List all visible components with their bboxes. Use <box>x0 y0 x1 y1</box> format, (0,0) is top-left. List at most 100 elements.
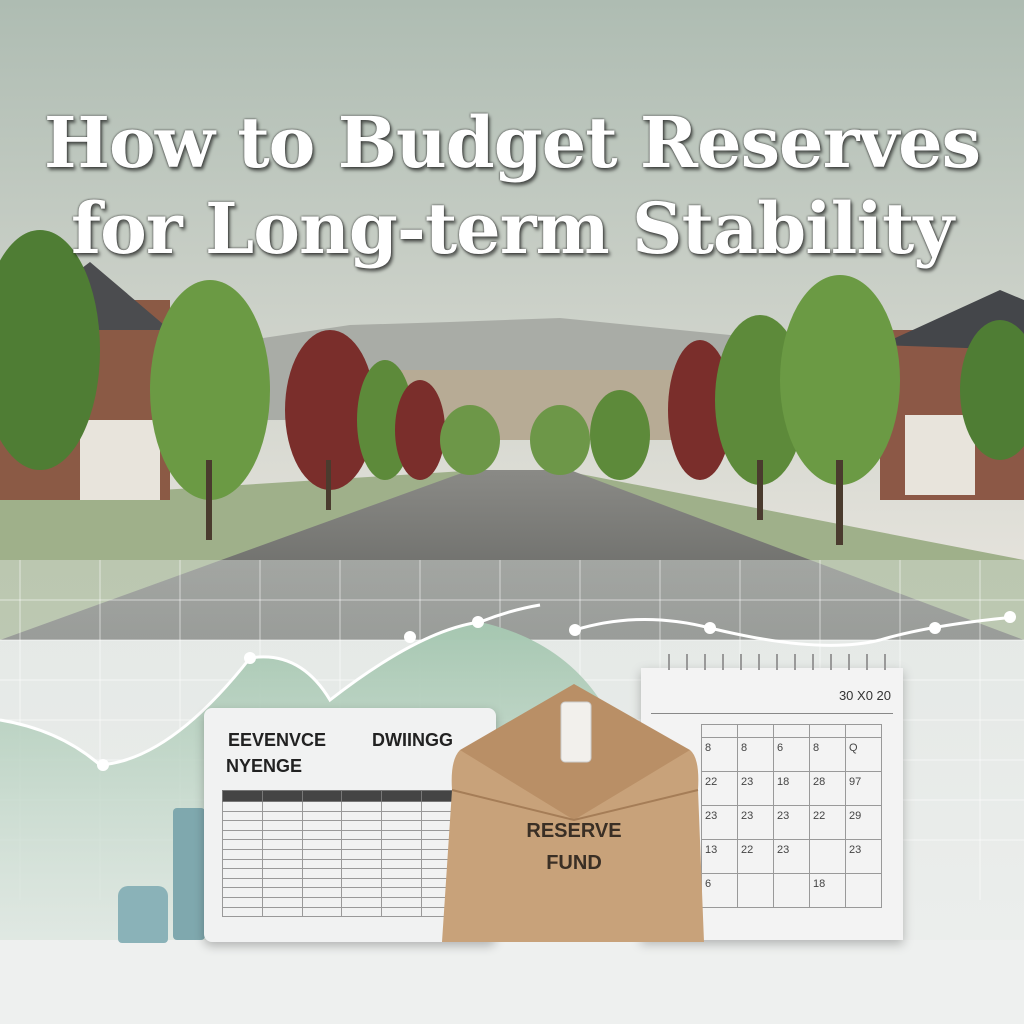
budget-table-cell <box>222 848 263 860</box>
calendar-day-cell: 18 <box>809 873 846 908</box>
budget-table-cell <box>261 868 303 879</box>
budget-table-cell <box>222 829 263 841</box>
budget-table-cell <box>222 896 263 908</box>
calendar-day-cell: 23 <box>845 839 882 874</box>
budget-table-cell <box>381 887 423 898</box>
budget-table-cell <box>222 877 263 889</box>
budget-table-cell <box>261 820 303 831</box>
budget-table-cell <box>301 906 343 918</box>
budget-table-cell <box>261 906 303 918</box>
budget-table-cell <box>381 801 423 812</box>
calendar-day-cell <box>773 873 810 908</box>
budget-table-cell <box>381 790 423 802</box>
budget-table-cell <box>381 848 423 860</box>
envelope-shape <box>442 684 704 942</box>
calendar-day-cell: 6 <box>773 737 810 772</box>
budget-table-cell <box>301 810 343 822</box>
calendar-day-cell: 23 <box>737 805 774 840</box>
title-line-1: How to Budget Reserves <box>43 101 981 184</box>
reserve-fund-envelope: RESERVE FUND <box>440 680 708 946</box>
trees <box>0 230 1024 545</box>
budget-table-cell <box>381 839 423 850</box>
budget-table-cell <box>261 848 303 860</box>
calendar-day-cell <box>737 873 774 908</box>
budget-table-cell <box>381 820 423 831</box>
budget-table-cell <box>261 829 303 841</box>
budget-table-cell <box>301 848 343 860</box>
budget-table-cell <box>381 877 423 889</box>
budget-sheet-card: EEVENVCE DWIINGG NYENGE <box>204 708 496 942</box>
budget-table-cell <box>222 801 263 812</box>
budget-table-cell <box>301 839 343 850</box>
budget-table-cell <box>261 790 303 802</box>
budget-table-cell <box>261 801 303 812</box>
budget-table-cell <box>341 877 383 889</box>
budget-table-cell <box>341 858 383 870</box>
budget-table-cell <box>222 906 263 918</box>
budget-table-cell <box>301 858 343 870</box>
budget-table-cell <box>341 906 383 918</box>
calendar-day-cell: 18 <box>773 771 810 806</box>
calendar-year: 30 X0 20 <box>838 688 891 703</box>
envelope-label-reserve: RESERVE <box>526 820 622 842</box>
budget-table-cell <box>261 858 303 870</box>
calendar-day-cell: 23 <box>773 805 810 840</box>
budget-table-cell <box>301 868 343 879</box>
budget-table-cell <box>301 896 343 908</box>
budget-table-cell <box>341 839 383 850</box>
budget-table-cell <box>341 887 383 898</box>
budget-table-cell <box>381 810 423 822</box>
budget-table-cell <box>222 887 263 898</box>
budget-table-cell <box>222 820 263 831</box>
budget-table-cell <box>261 877 303 889</box>
budget-table-cell <box>301 829 343 841</box>
budget-table-cell <box>341 810 383 822</box>
budget-table-cell <box>341 790 383 802</box>
calendar-day-cell: 23 <box>773 839 810 874</box>
budget-table-cell <box>381 829 423 841</box>
budget-table-cell <box>341 896 383 908</box>
page-title: How to Budget Reserves for Long-term Stab… <box>0 100 1024 272</box>
calendar-day-cell: 23 <box>737 771 774 806</box>
card-heading-right: DWIINGG <box>372 730 453 750</box>
budget-table-cell <box>301 820 343 831</box>
table-surface <box>0 940 1024 1024</box>
budget-table-cell <box>341 868 383 879</box>
budget-table-cell <box>341 820 383 831</box>
envelope-label-fund: FUND <box>546 852 602 874</box>
budget-table-cell <box>301 790 343 802</box>
budget-table-cell <box>261 839 303 850</box>
budget-table-cell <box>222 868 263 879</box>
budget-table-cell <box>301 887 343 898</box>
spiral-binding-icon <box>668 654 886 670</box>
budget-table-cell <box>222 839 263 850</box>
calendar-day-cell: 8 <box>809 737 846 772</box>
budget-table-cell <box>381 906 423 918</box>
budget-table-cell <box>222 810 263 822</box>
cylinder-short <box>118 886 168 943</box>
budget-table-cell <box>222 858 263 870</box>
calendar-day-cell <box>809 839 846 874</box>
budget-table-cell <box>341 848 383 860</box>
calendar-day-cell: 22 <box>809 805 846 840</box>
budget-table-cell <box>222 790 263 802</box>
calendar-day-cell: 28 <box>809 771 846 806</box>
calendar-day-cell: 8 <box>737 737 774 772</box>
calendar-day-cell: 22 <box>701 771 738 806</box>
card-subheading: NYENGE <box>226 756 303 776</box>
calendar-day-cell: 22 <box>737 839 774 874</box>
card-heading-left: EEVENVCE <box>228 730 327 750</box>
calendar-day-cell: Q <box>845 737 882 772</box>
budget-table-cell <box>381 858 423 870</box>
budget-table-cell <box>261 887 303 898</box>
calendar-day-cell: 13 <box>701 839 738 874</box>
budget-table-cell <box>381 868 423 879</box>
calendar-day-cell: 97 <box>845 771 882 806</box>
title-line-2: for Long-term Stability <box>70 187 954 270</box>
cylinder-tall <box>173 808 205 940</box>
calendar-day-cell: 29 <box>845 805 882 840</box>
budget-table <box>222 790 462 918</box>
calendar-day-cell <box>845 873 882 908</box>
